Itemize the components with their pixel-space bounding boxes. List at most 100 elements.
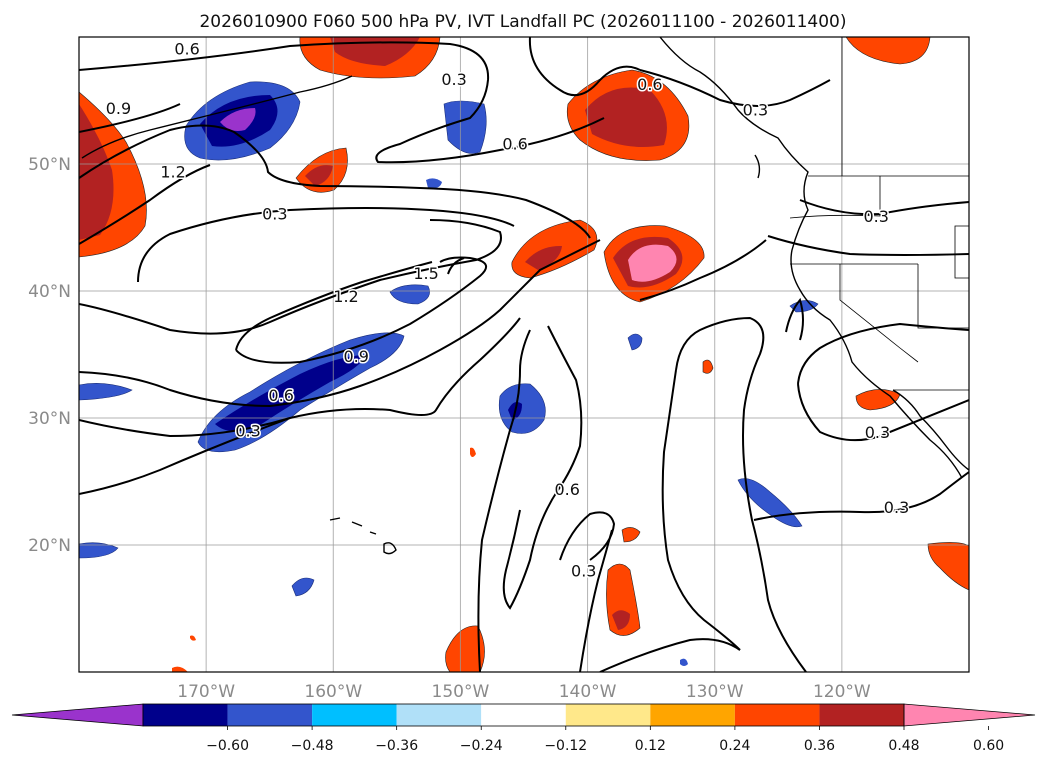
pv-contour [797, 383, 969, 442]
lat-tick-label: 40°N [28, 282, 71, 302]
colorbar-tick-label: −0.60 [206, 738, 249, 754]
colorbar-segment [734, 704, 820, 726]
coastline-baja [892, 389, 969, 471]
colorbar-tick-label: 0.48 [888, 738, 919, 754]
ivt-positive-region [927, 542, 969, 591]
pv-contour [79, 124, 591, 239]
ivt-negative-region [443, 100, 487, 154]
pv-contour [79, 103, 181, 133]
ivt-positive-region [172, 666, 188, 672]
colorbar-segment [565, 704, 651, 726]
gridlines [79, 37, 969, 672]
ivt-negative-region [426, 178, 442, 189]
ivt-positive-core [330, 37, 420, 66]
coastline-aleutians [81, 75, 353, 159]
ivt-positive-core [79, 104, 114, 240]
map-content: 0.6 0.3 0.9 1.2 0.3 0.6 0.3 0.6 1.5 1.2 0.9 0.6 0.3 0… [79, 37, 969, 672]
pv-contour [785, 297, 804, 341]
ivt-positive-region [845, 37, 931, 65]
lon-tick-label: 130°W [686, 682, 744, 702]
contour-label: 0.3 [235, 422, 260, 441]
ivt-positive-region [702, 359, 714, 374]
lon-tick-label: 140°W [559, 682, 617, 702]
colorbar-tick-label: 0.60 [973, 738, 1004, 754]
pv-contour [79, 41, 605, 164]
colorbar: −0.60 −0.48 −0.36 −0.24 −0.12 0.12 0.24 0.36 0.4… [11, 703, 1036, 754]
axis-tick-labels: 170°W 160°W 150°W 140°W 130°W 120°W 20°N 30°N 40… [28, 155, 871, 702]
coastline-alaska [659, 37, 963, 479]
ivt-negative-region [79, 383, 133, 401]
pv-contour [797, 322, 969, 385]
colorbar-segment [819, 704, 904, 726]
pv-contour [559, 511, 616, 561]
ivt-negative-region [627, 333, 643, 351]
pv-contour [579, 529, 613, 672]
colorbar-extend-max [903, 703, 1036, 727]
pv-contour [599, 638, 741, 672]
colorbar-segment [650, 704, 735, 726]
ivt-positive-core [612, 610, 630, 630]
colorbar-segment [227, 704, 313, 726]
ivt-positive-core [525, 245, 562, 270]
pv-contour [79, 219, 502, 335]
colorbar-segments [11, 703, 1036, 727]
contour-label: 0.6 [174, 39, 199, 58]
border-washington-oregon [789, 176, 881, 219]
contour-label: 0.6 [502, 135, 527, 154]
pv-contour [502, 325, 583, 610]
border-california-nevada-diagonal [839, 264, 919, 363]
contour-label: 0.6 [637, 75, 662, 94]
coastline-haida-gwaii [754, 154, 761, 179]
pv-contour [447, 257, 465, 275]
contour-label: 1.2 [333, 287, 358, 306]
ivt-positive-core [305, 165, 333, 186]
contour-label: 0.6 [268, 386, 293, 405]
contour-label: 0.3 [743, 100, 768, 119]
pv-contour [675, 316, 807, 672]
pv-contour [639, 239, 767, 301]
contour-label: 0.9 [106, 99, 131, 118]
map-title: 2026010900 F060 500 hPa PV, IVT Landfall… [199, 12, 846, 32]
contour-label: 0.3 [863, 207, 888, 226]
contour-label: 0.6 [555, 480, 580, 499]
ivt-negative-region [291, 577, 315, 597]
colorbar-tick-label: 0.36 [804, 738, 835, 754]
map-panel: 0.6 0.3 0.9 1.2 0.3 0.6 0.3 0.6 1.5 1.2 0.9 0.6 0.3 0… [78, 36, 970, 673]
pv-contour [137, 207, 515, 283]
contour-label: 0.3 [865, 423, 890, 442]
pv-contour [528, 37, 641, 97]
contour-label: 0.3 [262, 205, 287, 224]
colorbar-segment [143, 704, 228, 726]
border-idaho [954, 225, 969, 279]
colorbar-segment [481, 704, 566, 726]
colorbar-tick-labels: −0.60 −0.48 −0.36 −0.24 −0.12 0.12 0.24 0.36 0.4… [206, 726, 1004, 754]
ivt-negative-region [680, 658, 688, 666]
colorbar-tick-label: −0.48 [291, 738, 334, 754]
ivt-negative-region [389, 284, 430, 305]
colorbar-tick-label: −0.24 [460, 738, 503, 754]
lon-tick-label: 160°W [304, 682, 362, 702]
lon-tick-label: 150°W [432, 682, 490, 702]
lat-tick-label: 50°N [28, 155, 71, 175]
contour-label: 1.5 [413, 264, 438, 283]
map-frame [78, 36, 970, 673]
colorbar-segment [396, 704, 482, 726]
colorbar-extend-min [11, 703, 144, 727]
ivt-positive-peak [628, 244, 677, 282]
lon-tick-label: 170°W [177, 682, 235, 702]
ivt-positive-region [190, 635, 196, 641]
pv-contour [79, 164, 211, 245]
pv-contour [79, 417, 291, 495]
colorbar-tick-label: −0.36 [375, 738, 418, 754]
coastlines [81, 37, 969, 555]
lat-tick-label: 20°N [28, 536, 71, 556]
pv-contour [235, 256, 488, 364]
lon-tick-label: 120°W [813, 682, 871, 702]
lat-tick-label: 30°N [28, 409, 71, 429]
colorbar-tick-label: −0.12 [544, 738, 587, 754]
ivt-positive-core [585, 87, 667, 147]
pv-contour [235, 261, 433, 351]
coastline-hawaii [329, 517, 397, 555]
colorbar-tick-label: 0.24 [719, 738, 750, 754]
